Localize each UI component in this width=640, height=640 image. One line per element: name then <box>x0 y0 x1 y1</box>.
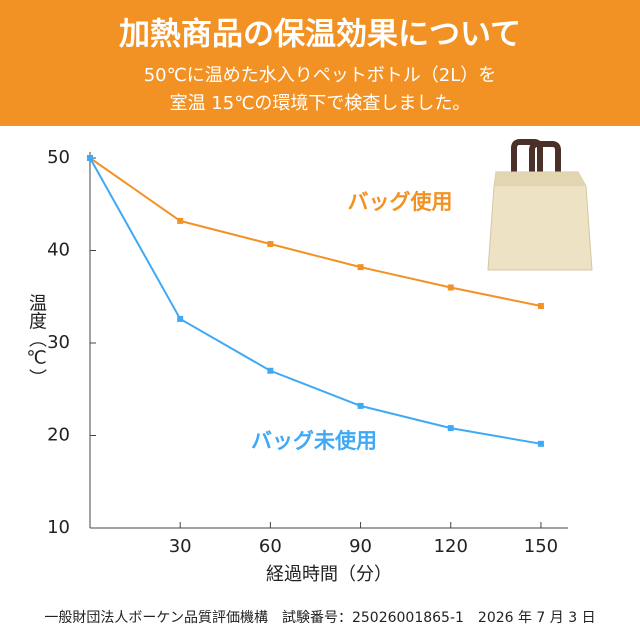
bag-illustration <box>487 139 593 271</box>
header-band <box>0 0 640 126</box>
x-axis-label: 経過時間（分） <box>266 564 392 585</box>
y-tick-label: 50 <box>47 147 70 168</box>
series-label: バッグ使用 <box>348 190 453 214</box>
data-point <box>87 155 93 161</box>
data-point <box>267 241 274 248</box>
data-point <box>447 425 454 432</box>
subtitle: 50℃に温めた水入りペットボトル（2L）を <box>144 65 497 86</box>
x-tick-label: 90 <box>349 536 372 557</box>
subtitle: 室温 15℃の環境下で検査しました。 <box>170 93 471 114</box>
series-line <box>89 157 542 445</box>
x-tick-label: 60 <box>259 536 282 557</box>
x-tick-label: 30 <box>169 536 192 557</box>
data-point <box>177 315 184 322</box>
series-label: バッグ未使用 <box>251 429 377 453</box>
y-tick-label: 20 <box>47 425 70 446</box>
chart-title: 加熱商品の保温効果について <box>119 17 521 53</box>
data-point <box>357 264 364 271</box>
data-point <box>537 303 544 309</box>
data-point <box>357 402 364 409</box>
data-point <box>177 217 184 224</box>
y-tick-label: 30 <box>47 332 70 353</box>
y-axis-label: 温度（℃） <box>26 293 47 386</box>
y-tick-label: 40 <box>47 240 70 261</box>
x-tick-label: 150 <box>524 536 558 557</box>
data-point <box>267 367 274 374</box>
footer: 一般財団法人ボーケン品質評価機構 試験番号：25026001865-1 2026… <box>44 610 595 626</box>
data-point <box>447 284 454 291</box>
y-tick-label: 10 <box>47 517 70 538</box>
x-tick-label: 120 <box>434 536 468 557</box>
series-line <box>89 157 542 307</box>
data-point <box>537 440 544 447</box>
